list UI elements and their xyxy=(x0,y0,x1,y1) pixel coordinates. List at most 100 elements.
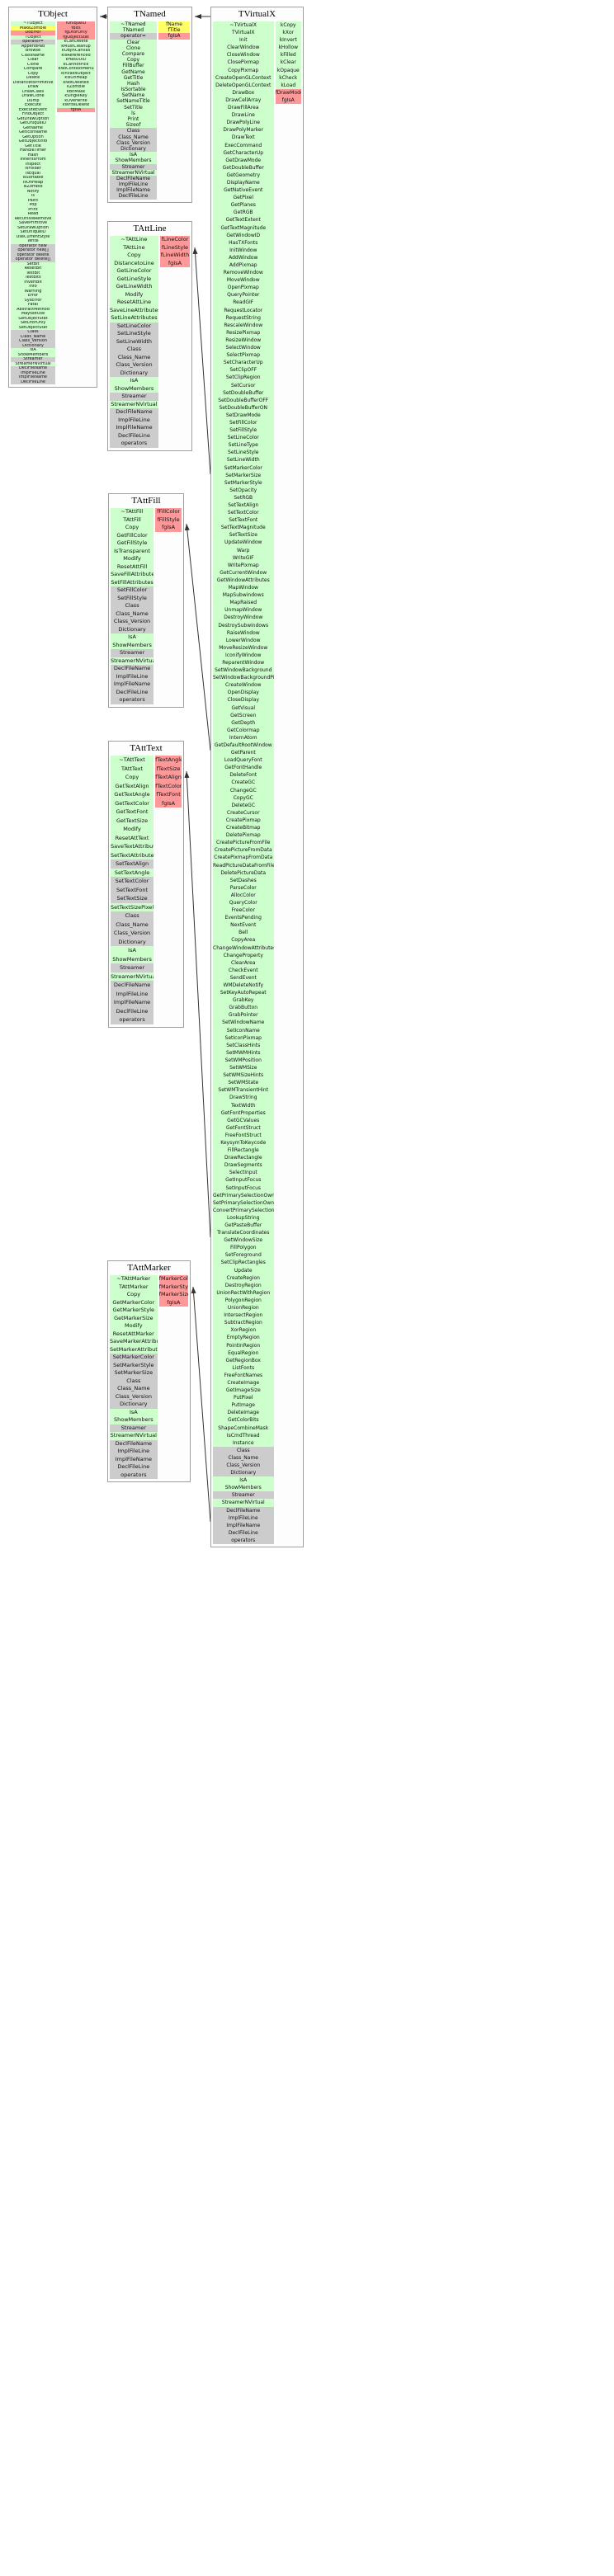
member-item[interactable]: GetDepth xyxy=(213,718,274,727)
member-item[interactable]: DistancetoLine xyxy=(110,259,158,267)
member-item[interactable]: Class_Version xyxy=(11,339,55,344)
member-item[interactable]: kOverwrite xyxy=(57,98,95,103)
member-item[interactable]: DeclFileName xyxy=(111,665,154,673)
member-item[interactable]: GetTextAlign xyxy=(111,781,154,790)
member-item[interactable]: LowerWindow xyxy=(213,636,274,644)
member-item[interactable]: Warning xyxy=(11,289,55,294)
member-item[interactable]: ShowMembers xyxy=(11,352,55,357)
member-item[interactable]: GetOption xyxy=(11,134,55,139)
member-item[interactable]: IsOnHeap xyxy=(11,180,55,185)
member-item[interactable]: ImplFileLine xyxy=(110,181,157,188)
member-item[interactable]: SetClassHints xyxy=(213,1041,274,1049)
member-item[interactable]: GetObjectInfo xyxy=(11,139,55,144)
member-item[interactable]: ImplFileLine xyxy=(213,1514,274,1522)
member-item[interactable]: StreamerNVirtual xyxy=(110,1432,158,1440)
member-item[interactable]: ImplFileName xyxy=(11,375,55,380)
member-item[interactable]: ReadGIF xyxy=(213,299,274,307)
member-item[interactable]: DeclFileName xyxy=(111,981,154,990)
member-item[interactable]: CopyArea xyxy=(213,936,274,944)
member-item[interactable]: FillRectangle xyxy=(213,1147,274,1155)
member-item[interactable]: SetMarkerSize xyxy=(110,1369,158,1377)
member-item[interactable]: IsA xyxy=(111,633,154,642)
member-item[interactable]: WriteGIF xyxy=(213,553,274,562)
member-item[interactable]: GetVisual xyxy=(213,704,274,712)
member-item[interactable]: IsTransparent xyxy=(111,547,154,555)
member-item[interactable]: Dictionary xyxy=(11,343,55,348)
member-item[interactable]: fFillColor xyxy=(155,508,182,516)
member-item[interactable]: SetTextAngle xyxy=(111,868,154,877)
member-item[interactable]: Copy xyxy=(11,71,55,76)
member-item[interactable]: CreatePictureFromFile xyxy=(213,839,274,847)
member-item[interactable]: ClosePixmap xyxy=(213,59,274,67)
member-item[interactable]: Class_Name xyxy=(110,1385,158,1393)
member-item[interactable]: SysError xyxy=(11,298,55,303)
member-item[interactable]: RequestLocator xyxy=(213,306,274,314)
member-item[interactable]: fTitle xyxy=(158,27,190,34)
member-item[interactable]: Dictionary xyxy=(110,145,157,153)
member-item[interactable]: SetClipRegion xyxy=(213,374,274,382)
member-item[interactable]: DeclFileLine xyxy=(110,1463,158,1472)
member-item[interactable]: GetInputFocus xyxy=(213,1176,274,1184)
member-item[interactable]: GetMarkerSize xyxy=(110,1314,158,1322)
member-item[interactable]: Write xyxy=(11,239,55,244)
member-item[interactable]: WMDeleteNotify xyxy=(213,982,274,990)
member-item[interactable]: Browse xyxy=(11,49,55,54)
member-item[interactable]: GetUniqueID xyxy=(11,121,55,126)
member-item[interactable]: SetWindowName xyxy=(213,1019,274,1027)
member-item[interactable]: Pop xyxy=(11,203,55,208)
member-item[interactable]: fLineStyle xyxy=(159,243,190,252)
member-item[interactable]: SetTitle xyxy=(110,104,157,111)
member-item[interactable]: Dictionary xyxy=(213,1469,274,1477)
member-item[interactable]: SetInputFocus xyxy=(213,1184,274,1192)
member-item[interactable]: MapSubwindows xyxy=(213,591,274,600)
member-item[interactable]: SetPrimarySelectionOwner xyxy=(213,1199,274,1207)
member-item[interactable]: SetUniqueID xyxy=(11,230,55,235)
member-item[interactable]: Class_Version xyxy=(213,1462,274,1470)
member-item[interactable]: GetRGB xyxy=(213,209,274,217)
member-item[interactable]: Clear xyxy=(11,58,55,63)
member-item[interactable]: Hash xyxy=(110,80,157,87)
member-item[interactable]: DeleteImage xyxy=(213,1409,274,1417)
member-item[interactable]: DrawPolyLine xyxy=(213,119,274,127)
member-item[interactable]: GrabButton xyxy=(213,1004,274,1012)
member-item[interactable]: SetTextColor xyxy=(111,877,154,886)
member-item[interactable]: ~TAttText xyxy=(111,756,154,765)
member-item[interactable]: CreatePixmap xyxy=(213,816,274,825)
member-item[interactable]: ~TAttLine xyxy=(110,236,158,244)
class-title-tatttext[interactable]: TAttText xyxy=(130,743,163,753)
member-item[interactable]: kInvert xyxy=(275,36,301,45)
member-item[interactable]: SetLineColor xyxy=(213,434,274,442)
member-item[interactable]: GetWindowID xyxy=(213,231,274,239)
member-item[interactable]: PointInRegion xyxy=(213,1341,274,1349)
member-item[interactable]: GetTitle xyxy=(110,74,157,81)
member-item[interactable]: GetTextAngle xyxy=(111,790,154,799)
member-item[interactable]: Copy xyxy=(110,57,157,64)
member-item[interactable]: SetTextFont xyxy=(213,516,274,525)
member-item[interactable]: Modify xyxy=(110,1322,158,1330)
member-item[interactable]: SetRGB xyxy=(213,493,274,502)
member-item[interactable]: GetObjectStat xyxy=(11,316,55,321)
member-item[interactable]: TextWidth xyxy=(213,1101,274,1109)
member-item[interactable]: MakeZombie xyxy=(11,26,55,31)
member-item[interactable]: fTextFont xyxy=(155,790,182,799)
member-item[interactable]: GetCurrentWindow xyxy=(213,568,274,577)
member-item[interactable]: DestroyRegion xyxy=(213,1281,274,1289)
member-item[interactable]: Streamer xyxy=(111,649,154,657)
member-item[interactable]: MoveResizeWindow xyxy=(213,643,274,652)
member-item[interactable]: GetLineStyle xyxy=(110,275,158,283)
member-item[interactable]: Warp xyxy=(213,546,274,554)
member-item[interactable]: ResetAttMarker xyxy=(110,1330,158,1338)
member-item[interactable]: FreeFontStruct xyxy=(213,1131,274,1139)
member-item[interactable]: DeclFileLine xyxy=(11,379,55,384)
member-item[interactable]: FreeColor xyxy=(213,907,274,915)
member-item[interactable]: SetKeyAutoRepeat xyxy=(213,989,274,997)
member-item[interactable]: fTextColor xyxy=(155,781,182,790)
member-item[interactable]: GetParent xyxy=(213,749,274,757)
member-item[interactable]: Inspect xyxy=(11,162,55,167)
member-item[interactable]: Instance xyxy=(213,1439,274,1447)
member-item[interactable]: SetDtorOnly xyxy=(11,321,55,326)
member-item[interactable]: operator new[] xyxy=(11,248,55,253)
member-item[interactable]: CreatePixmapFromData xyxy=(213,854,274,862)
member-item[interactable]: SelectPixmap xyxy=(213,351,274,360)
member-item[interactable]: DeclFileName xyxy=(110,175,157,182)
